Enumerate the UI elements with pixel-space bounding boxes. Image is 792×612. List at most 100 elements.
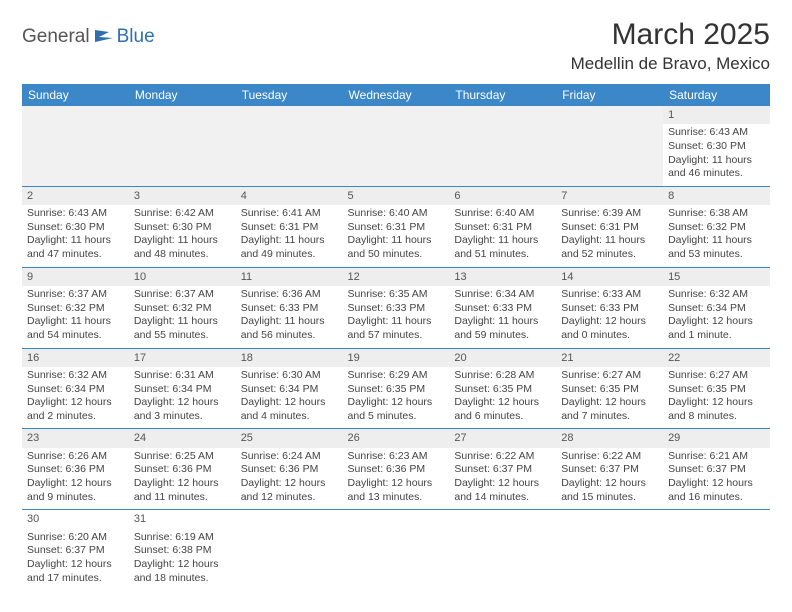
daylight-text: Daylight: 11 hours and 59 minutes. — [454, 315, 551, 342]
calendar-day-cell — [236, 510, 343, 590]
sunset-text: Sunset: 6:32 PM — [668, 221, 765, 235]
sunset-text: Sunset: 6:37 PM — [454, 463, 551, 477]
calendar-day-cell: 10Sunrise: 6:37 AMSunset: 6:32 PMDayligh… — [129, 267, 236, 348]
day-number: 12 — [343, 268, 450, 286]
calendar-day-cell: 13Sunrise: 6:34 AMSunset: 6:33 PMDayligh… — [449, 267, 556, 348]
day-number: 14 — [556, 268, 663, 286]
daylight-text: Daylight: 11 hours and 53 minutes. — [668, 234, 765, 261]
sunrise-text: Sunrise: 6:27 AM — [561, 369, 658, 383]
logo-text-general: General — [22, 26, 90, 48]
calendar-day-cell: 18Sunrise: 6:30 AMSunset: 6:34 PMDayligh… — [236, 348, 343, 429]
day-number: 28 — [556, 429, 663, 447]
calendar-week-row: 30 Sunrise: 6:20 AMSunset: 6:37 PMDayligh… — [22, 510, 770, 590]
day-number: 16 — [22, 349, 129, 367]
sunrise-text: Sunrise: 6:27 AM — [668, 369, 765, 383]
sunset-text: Sunset: 6:36 PM — [134, 463, 231, 477]
calendar-day-cell: 31Sunrise: 6:19 AMSunset: 6:38 PMDayligh… — [129, 510, 236, 590]
calendar-day-cell: 19Sunrise: 6:29 AMSunset: 6:35 PMDayligh… — [343, 348, 450, 429]
weekday-header: Friday — [556, 84, 663, 106]
sunrise-text: Sunrise: 6:19 AM — [134, 531, 231, 545]
day-number: 23 — [22, 429, 129, 447]
daylight-text: Daylight: 12 hours and 14 minutes. — [454, 477, 551, 504]
sunrise-text: Sunrise: 6:20 AM — [27, 531, 124, 545]
calendar-day-cell — [556, 106, 663, 186]
daylight-text: Daylight: 12 hours and 11 minutes. — [134, 477, 231, 504]
calendar-day-cell: 23Sunrise: 6:26 AMSunset: 6:36 PMDayligh… — [22, 429, 129, 510]
day-number: 10 — [129, 268, 236, 286]
sunset-text: Sunset: 6:37 PM — [27, 544, 124, 558]
logo-flag-icon — [95, 28, 115, 47]
weekday-header: Saturday — [663, 84, 770, 106]
sunrise-text: Sunrise: 6:37 AM — [134, 288, 231, 302]
daylight-text: Daylight: 12 hours and 17 minutes. — [27, 558, 124, 585]
calendar-week-row: 16Sunrise: 6:32 AMSunset: 6:34 PMDayligh… — [22, 348, 770, 429]
day-number: 27 — [449, 429, 556, 447]
calendar-day-cell: 12Sunrise: 6:35 AMSunset: 6:33 PMDayligh… — [343, 267, 450, 348]
calendar-day-cell: 11Sunrise: 6:36 AMSunset: 6:33 PMDayligh… — [236, 267, 343, 348]
daylight-text: Daylight: 12 hours and 12 minutes. — [241, 477, 338, 504]
daylight-text: Daylight: 12 hours and 13 minutes. — [348, 477, 445, 504]
daylight-text: Daylight: 11 hours and 50 minutes. — [348, 234, 445, 261]
sunset-text: Sunset: 6:34 PM — [668, 302, 765, 316]
day-number: 9 — [22, 268, 129, 286]
sunrise-text: Sunrise: 6:43 AM — [27, 207, 124, 221]
sunrise-text: Sunrise: 6:29 AM — [348, 369, 445, 383]
sunset-text: Sunset: 6:35 PM — [348, 383, 445, 397]
day-number: 1 — [663, 106, 770, 124]
calendar-week-row: 1Sunrise: 6:43 AMSunset: 6:30 PMDaylight… — [22, 106, 770, 186]
calendar-week-row: 9Sunrise: 6:37 AMSunset: 6:32 PMDaylight… — [22, 267, 770, 348]
sunrise-text: Sunrise: 6:36 AM — [241, 288, 338, 302]
day-number: 26 — [343, 429, 450, 447]
day-number: 11 — [236, 268, 343, 286]
sunrise-text: Sunrise: 6:33 AM — [561, 288, 658, 302]
calendar-day-cell: 2Sunrise: 6:43 AMSunset: 6:30 PMDaylight… — [22, 186, 129, 267]
daylight-text: Daylight: 11 hours and 46 minutes. — [668, 154, 765, 181]
sunrise-text: Sunrise: 6:40 AM — [348, 207, 445, 221]
day-number: 2 — [22, 187, 129, 205]
daylight-text: Daylight: 11 hours and 48 minutes. — [134, 234, 231, 261]
daylight-text: Daylight: 12 hours and 0 minutes. — [561, 315, 658, 342]
sunrise-text: Sunrise: 6:40 AM — [454, 207, 551, 221]
logo-text-blue: Blue — [117, 26, 155, 48]
month-title: March 2025 — [571, 18, 770, 52]
weekday-header: Wednesday — [343, 84, 450, 106]
sunset-text: Sunset: 6:31 PM — [241, 221, 338, 235]
calendar-day-cell — [449, 106, 556, 186]
calendar-week-row: 23Sunrise: 6:26 AMSunset: 6:36 PMDayligh… — [22, 429, 770, 510]
calendar-day-cell: 24Sunrise: 6:25 AMSunset: 6:36 PMDayligh… — [129, 429, 236, 510]
sunrise-text: Sunrise: 6:30 AM — [241, 369, 338, 383]
calendar-day-cell: 17Sunrise: 6:31 AMSunset: 6:34 PMDayligh… — [129, 348, 236, 429]
daylight-text: Daylight: 12 hours and 6 minutes. — [454, 396, 551, 423]
sunrise-text: Sunrise: 6:37 AM — [27, 288, 124, 302]
day-number: 21 — [556, 349, 663, 367]
calendar-day-cell — [129, 106, 236, 186]
day-number: 5 — [343, 187, 450, 205]
sunset-text: Sunset: 6:30 PM — [27, 221, 124, 235]
daylight-text: Daylight: 12 hours and 2 minutes. — [27, 396, 124, 423]
calendar-day-cell: 3Sunrise: 6:42 AMSunset: 6:30 PMDaylight… — [129, 186, 236, 267]
calendar-day-cell: 4Sunrise: 6:41 AMSunset: 6:31 PMDaylight… — [236, 186, 343, 267]
weekday-header: Thursday — [449, 84, 556, 106]
sunset-text: Sunset: 6:34 PM — [241, 383, 338, 397]
sunrise-text: Sunrise: 6:28 AM — [454, 369, 551, 383]
sunset-text: Sunset: 6:35 PM — [454, 383, 551, 397]
daylight-text: Daylight: 11 hours and 54 minutes. — [27, 315, 124, 342]
calendar-day-cell: 28Sunrise: 6:22 AMSunset: 6:37 PMDayligh… — [556, 429, 663, 510]
day-number: 19 — [343, 349, 450, 367]
day-number: 15 — [663, 268, 770, 286]
weekday-header: Sunday — [22, 84, 129, 106]
sunset-text: Sunset: 6:34 PM — [27, 383, 124, 397]
calendar-day-cell: 20Sunrise: 6:28 AMSunset: 6:35 PMDayligh… — [449, 348, 556, 429]
day-number: 22 — [663, 349, 770, 367]
calendar-day-cell: 22Sunrise: 6:27 AMSunset: 6:35 PMDayligh… — [663, 348, 770, 429]
sunset-text: Sunset: 6:30 PM — [134, 221, 231, 235]
sunrise-text: Sunrise: 6:26 AM — [27, 450, 124, 464]
day-number: 30 — [22, 510, 129, 528]
day-number: 25 — [236, 429, 343, 447]
sunrise-text: Sunrise: 6:41 AM — [241, 207, 338, 221]
daylight-text: Daylight: 11 hours and 57 minutes. — [348, 315, 445, 342]
calendar-day-cell: 30 Sunrise: 6:20 AMSunset: 6:37 PMDayligh… — [22, 510, 129, 590]
daylight-text: Daylight: 12 hours and 15 minutes. — [561, 477, 658, 504]
day-number: 24 — [129, 429, 236, 447]
sunset-text: Sunset: 6:31 PM — [561, 221, 658, 235]
